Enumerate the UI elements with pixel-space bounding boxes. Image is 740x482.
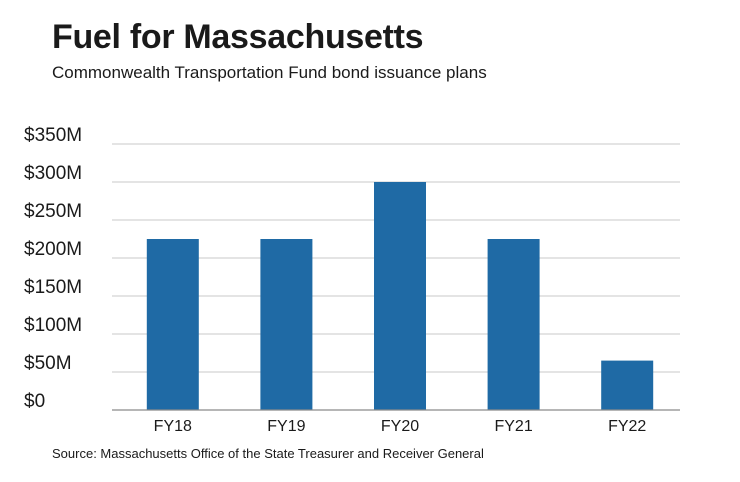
x-tick-label: FY18: [154, 418, 192, 435]
bar: [374, 182, 426, 410]
x-tick-label: FY19: [267, 418, 305, 435]
y-tick-label: $300M: [24, 163, 82, 184]
y-tick-label: $50M: [24, 353, 72, 374]
chart-subtitle: Commonwealth Transportation Fund bond is…: [52, 63, 487, 82]
x-tick-label: FY21: [494, 418, 532, 435]
y-tick-label: $350M: [24, 125, 82, 146]
x-tick-label: FY22: [608, 418, 646, 435]
x-tick-label: FY20: [381, 418, 419, 435]
y-tick-label: $200M: [24, 239, 82, 260]
bar: [487, 239, 540, 410]
y-tick-label: $0: [24, 391, 45, 412]
bar: [601, 360, 654, 410]
source-note: Source: Massachusetts Office of the Stat…: [52, 446, 484, 461]
y-tick-label: $250M: [24, 201, 82, 222]
chart-title: Fuel for Massachusetts: [52, 18, 424, 56]
bar: [146, 239, 199, 410]
y-tick-label: $150M: [24, 277, 82, 298]
y-tick-label: $100M: [24, 315, 82, 336]
bar: [260, 239, 313, 410]
